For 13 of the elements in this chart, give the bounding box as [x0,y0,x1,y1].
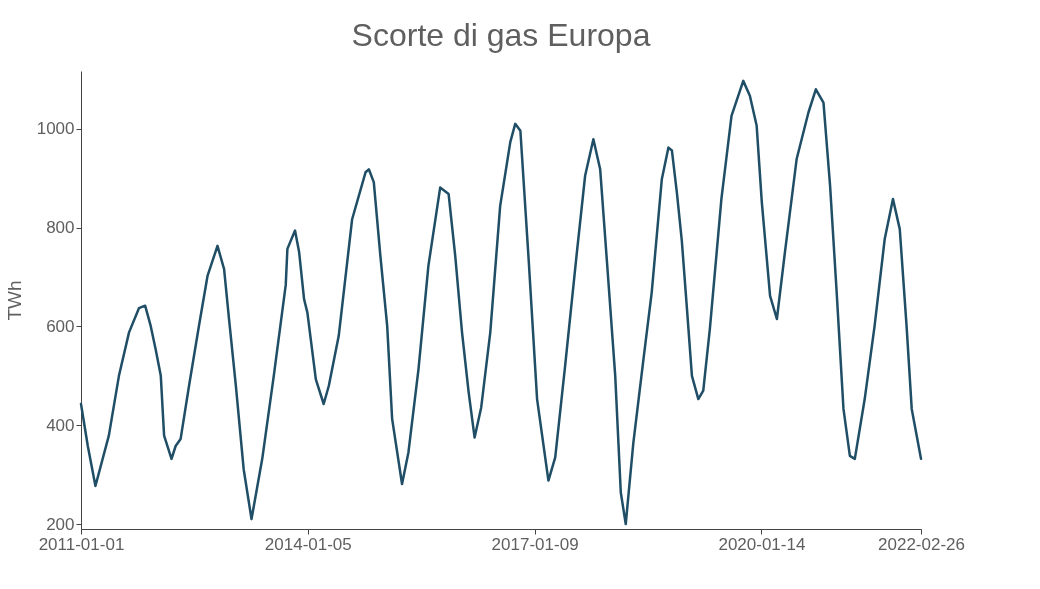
y-tick-label: 600 [46,316,75,336]
x-tick-label: 2014-01-05 [264,534,352,554]
line-series [79,79,923,526]
y-tick-label: 400 [46,415,75,435]
y-tick-label: 1000 [36,119,75,139]
x-tick-label: 2020-01-14 [718,534,806,554]
y-axis-title: TWh [3,280,25,321]
y-tick-label: 800 [46,218,75,238]
chart-title: Scorte di gas Europa [351,17,651,53]
y-tick-label: 200 [46,514,75,534]
x-tick-label: 2017-01-09 [491,534,579,554]
x-tick-label: 2022-02-26 [878,534,965,554]
x-tick-label: 2011-01-01 [38,534,125,554]
